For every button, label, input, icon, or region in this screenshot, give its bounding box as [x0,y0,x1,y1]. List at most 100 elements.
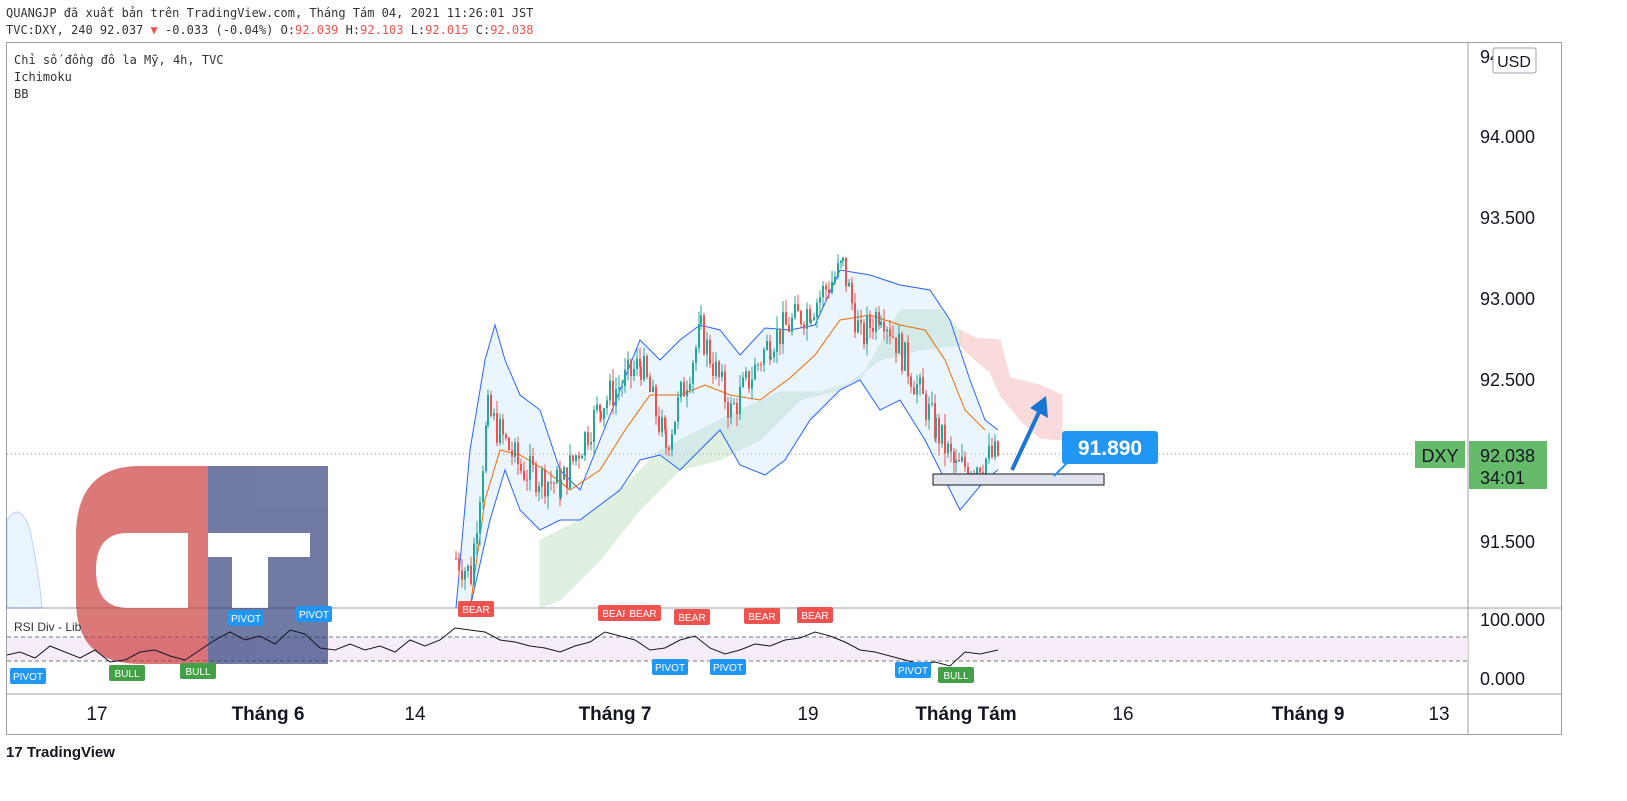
candle-body [499,419,501,443]
chart-frame[interactable] [6,42,1562,735]
candle-body [572,455,574,462]
time-tick: 17 [86,704,107,725]
watermark-logo [76,466,328,664]
bb-basis-fill [456,270,998,608]
projection-arrow[interactable] [1010,409,1042,471]
legend-bb[interactable]: BB [14,87,29,101]
candle-body [895,337,897,354]
candle-body [493,412,495,416]
rsi-marker-label: PIVOT [655,663,685,674]
candle-body [700,315,702,325]
candle-body [730,403,732,418]
candle-body [916,384,918,395]
candle-body [925,393,927,420]
legend-ichimoku[interactable]: Ichimoku [14,70,72,84]
support-zone[interactable] [932,473,1105,486]
candle-body [828,289,830,294]
candle-body [652,386,654,392]
candle-body [794,304,796,318]
candle-body [692,362,694,384]
candle-body [883,321,885,332]
candle-body [529,456,531,480]
candle-body [639,358,641,367]
last-price-text: 92.038 [1480,446,1535,466]
price-ticks: 94.000 93.500 93.000 92.500 91.500 [1480,127,1535,552]
candle-body [782,312,784,345]
bb-left-fragment [6,511,43,609]
candle-body [689,383,691,391]
candle-body [819,297,821,303]
candle-body [461,570,463,580]
candle-body [840,261,842,263]
candle-body [575,455,577,462]
candle-body [773,351,775,358]
down-arrow-icon: ▼ [150,23,158,37]
candle-body [649,376,651,392]
candle-body [668,447,670,450]
candle-body [860,320,862,323]
candle-body [596,404,598,410]
candle-body [633,368,635,377]
candle-body [587,432,589,445]
ichimoku-cloud-red [959,329,1063,441]
candle-body [751,379,753,389]
rsi-marker-label: BULL [185,667,210,678]
candle-body [953,451,955,463]
tradingview-logo[interactable]: 17 TradingView [6,744,115,761]
candle-body [721,371,723,377]
time-tick: Tháng 6 [232,704,305,725]
currency-label: USD [1497,54,1531,71]
candle-body [502,419,504,435]
candle-body [770,357,772,360]
time-tick: 16 [1112,704,1133,725]
candle-body [766,341,768,350]
candle-body [878,311,880,325]
rsi-tick: 0.000 [1480,669,1525,689]
symbol-line: TVC:DXY, 240 92.037 [6,23,144,37]
candle-body [517,442,519,465]
candle-body [955,460,957,463]
candle-body [709,339,711,364]
candle-body [889,329,891,337]
candle-body [467,565,469,572]
candle-body [854,303,856,333]
candle-body [825,285,827,290]
countdown-text: 34:01 [1480,468,1525,488]
candle-body [581,455,583,459]
low-label: L: [410,23,426,37]
rsi-marker-pivot-low [710,659,746,675]
candle-body [892,336,894,338]
candle-body [834,276,836,282]
high-value: 92.103 [360,23,404,37]
candle-body [803,324,805,329]
rsi-marker-label: BEAR [678,613,705,624]
candle-body [785,312,787,325]
candle-body [658,416,660,432]
candle-body [547,482,549,497]
candle-body [779,328,781,345]
publish-info: QUANGJP đã xuất bản trên TradingView.com… [6,6,534,20]
candle-body [958,460,960,462]
candle-body [763,349,765,365]
candle-body [566,467,568,489]
candle-body [553,482,555,484]
candle-body [464,571,466,580]
candle-body [797,304,799,312]
candle-body [505,434,507,438]
close-label: C: [475,23,491,37]
candle-body [754,364,756,380]
candle-body [496,412,498,443]
candle-body [976,467,978,475]
target-label-box[interactable] [1062,431,1158,464]
candle-body [809,309,811,323]
candle-body [606,400,608,409]
candle-body [760,364,762,366]
time-tick: 14 [404,704,426,725]
candle-body [695,347,697,363]
rsi-marker-bull [180,663,216,679]
candle-body [745,371,747,378]
currency-button[interactable] [1492,47,1537,74]
candle-body [615,389,617,406]
